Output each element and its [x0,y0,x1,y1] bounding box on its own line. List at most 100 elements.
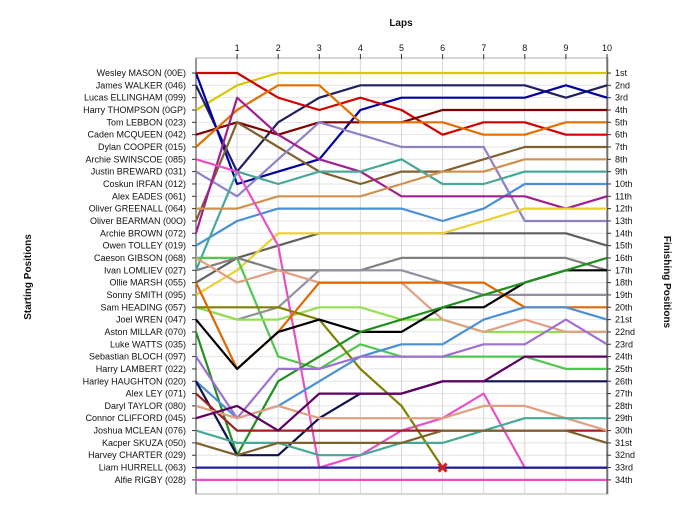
x-axis-title: Laps [389,18,413,29]
finishing-label-31: 31st [615,438,633,448]
finishing-label-2: 2nd [615,80,630,90]
retirement-marker-stroke-b [437,462,448,473]
starting-label-13: Oliver BEARMAN (00O) [90,216,186,226]
series-line-3 [194,72,608,186]
starting-label-5: Tom LEBBON (023) [106,117,186,127]
starting-label-16: Caeson GIBSON (068) [94,253,186,263]
x-tick-label-lap-3: 3 [317,43,322,53]
series-line-26 [195,318,608,420]
finishing-label-27: 27th [615,389,633,399]
finishing-label-26: 26th [615,376,633,386]
finishing-label-17: 17th [615,265,633,275]
x-tick-label-lap-1: 1 [235,43,240,53]
series-line-24 [194,256,608,457]
finishing-label-23: 23rd [615,339,633,349]
starting-label-24: Sebastian BLOCH (097) [89,352,186,362]
finishing-label-15: 15th [615,241,633,251]
finishing-label-12: 12th [615,204,633,214]
finishing-label-8: 8th [615,154,628,164]
x-tick-label-lap-4: 4 [358,43,363,53]
finishing-label-28: 28th [615,401,633,411]
series-line-8 [195,121,607,223]
series-line-10 [194,96,608,234]
finishing-label-13: 13th [615,216,633,226]
starting-label-1: Wesley MASON (00E) [97,68,186,78]
finishing-label-9: 9th [615,167,628,177]
finishing-label-25: 25th [615,364,633,374]
starting-label-22: Aston MILLAR (070) [104,327,186,337]
y-axis-title-right: Finishing Positions [661,236,672,329]
series-line-17 [195,256,608,272]
x-tick-label-lap-8: 8 [522,43,527,53]
finishing-label-7: 7th [615,142,628,152]
starting-label-28: Daryl TAYLOR (080) [104,401,186,411]
x-tick-label-lap-6: 6 [440,43,445,53]
starting-label-34: Alfie RIGBY (028) [115,475,186,485]
starting-label-10: Coskun IRFAN (012) [103,179,186,189]
starting-label-29: Connor CLIFFORD (045) [85,413,186,423]
y-axis-title-left: Starting Positions [23,234,34,320]
starting-label-27: Alex LEY (071) [126,389,186,399]
x-tick-label-lap-10: 10 [602,43,612,53]
series-line-14 [195,207,607,296]
finishing-label-4: 4th [615,105,628,115]
series-line-32 [195,429,608,457]
series-line-18 [195,269,607,321]
starting-label-23: Luke WATTS (035) [110,339,186,349]
starting-label-25: Harry LAMBERT (022) [96,364,186,374]
starting-label-7: Dylan COOPER (015) [98,142,186,152]
starting-label-9: Justin BREWARD (031) [91,167,186,177]
series-line-6 [195,84,607,148]
finishing-label-21: 21st [615,315,633,325]
starting-label-12: Oliver GREENALL (064) [89,204,186,214]
finishing-label-30: 30th [615,426,633,436]
x-tick-label-lap-2: 2 [276,43,281,53]
starting-label-6: Caden MCQUEEN (042) [87,130,186,140]
starting-label-17: Ivan LOMLIEV (027) [104,265,186,275]
series-line-7 [194,121,607,222]
starting-label-18: Ollie MARSH (055) [109,278,186,288]
series-line-11 [194,158,607,271]
finishing-label-16: 16th [615,253,633,263]
finishing-label-11: 11th [615,191,632,201]
x-tick-label-lap-5: 5 [399,43,404,53]
series-line-29 [195,404,608,432]
finishing-label-24: 24th [615,352,633,362]
starting-label-14: Archie BROWN (072) [100,228,186,238]
finishing-label-19: 19th [615,290,633,300]
series-line-30 [195,355,607,432]
x-tick-label-lap-9: 9 [563,43,568,53]
starting-label-33: Liam HURRELL (063) [99,463,186,473]
finishing-label-18: 18th [615,278,633,288]
starting-label-4: Harry THOMPSON (0GP) [83,105,186,115]
finishing-label-34: 34th [615,475,633,485]
finishing-label-10: 10th [615,179,633,189]
finishing-label-33: 33rd [615,463,633,473]
starting-label-3: Lucas ELLINGHAM (099) [84,93,186,103]
finishing-label-14: 14th [615,228,633,238]
x-tick-label-lap-7: 7 [481,43,486,53]
starting-label-32: Harvey CHARTER (029) [88,450,186,460]
axis-labels: 1 2 3 4 5 6 7 8 9 10 Wesley MASON (00E) James WALKE… [83,43,635,485]
finishing-label-5: 5th [615,117,628,127]
finishing-label-1: 1st [615,68,628,78]
starting-label-21: Joel WREN (047) [116,315,186,325]
series-line-1 [195,71,607,111]
series-lines [194,71,608,481]
starting-label-26: Harley HAUGHTON (020) [83,376,186,386]
series-line-12 [196,158,607,210]
starting-label-11: Alex EADES (061) [112,191,186,201]
finishing-label-32: 32nd [615,450,635,460]
starting-label-31: Kacper SKUZA (050) [102,438,186,448]
starting-label-19: Sonny SMITH (095) [106,290,186,300]
starting-label-2: James WALKER (046) [96,80,186,90]
finishing-label-22: 22nd [615,327,635,337]
finishing-label-6: 6th [615,130,628,140]
series-line-4 [196,71,607,136]
axes [192,54,611,494]
starting-label-8: Archie SWINSCOE (085) [85,154,186,164]
finishing-label-29: 29th [615,413,633,423]
series-line-9 [195,182,607,247]
finishing-label-3: 3rd [615,93,628,103]
